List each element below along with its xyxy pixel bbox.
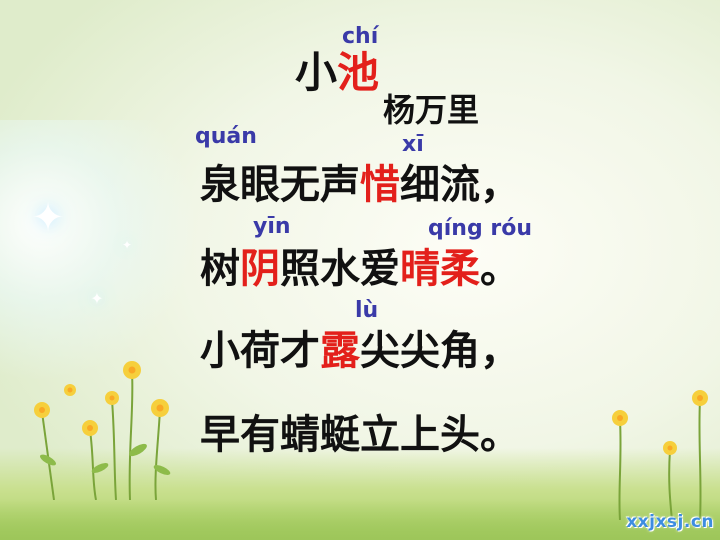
title-pinyin: chí: [342, 24, 379, 49]
highlight-char: 晴柔: [400, 246, 480, 292]
line-text: 。: [480, 246, 520, 292]
pinyin-annotation: lù: [355, 298, 379, 323]
line-text: 泉眼无声: [200, 162, 360, 208]
flower-cluster-icon: [34, 361, 171, 500]
sparkle-icon: ✦: [121, 238, 133, 252]
grass-field-front: [0, 500, 720, 540]
pinyin-annotation: qíng róu: [428, 216, 532, 241]
pinyin-annotation: yīn: [253, 214, 291, 239]
poem-author: 杨万里: [383, 91, 480, 129]
sparkle-icon: ✦: [90, 289, 104, 308]
poem-line: 小荷才露尖尖角，: [200, 326, 520, 376]
line-text: 早有蜻蜓立上头。: [200, 412, 520, 458]
poem-line: 泉眼无声惜细流，: [200, 160, 520, 210]
light-glow: [0, 120, 200, 380]
line-text: 小荷才: [200, 328, 320, 374]
line-text: 照水爱: [280, 246, 400, 292]
highlight-char: 露: [320, 328, 360, 374]
title-highlight-char: 池: [337, 48, 380, 97]
line-text: 尖尖角，: [360, 328, 520, 374]
sparkle-icon: ✦: [31, 195, 65, 241]
title-prefix: 小: [295, 48, 338, 97]
poem-title: 小池: [295, 48, 379, 98]
line-text: 树: [200, 246, 240, 292]
flower-cluster-icon: [612, 390, 708, 520]
pinyin-annotation: quán: [195, 124, 257, 149]
highlight-char: 阴: [240, 246, 280, 292]
line-text: 细流，: [400, 162, 520, 208]
highlight-char: 惜: [360, 162, 400, 208]
poem-line: 早有蜻蜓立上头。: [200, 410, 520, 460]
site-watermark: xxjxsj.cn: [626, 512, 714, 532]
pinyin-annotation: xī: [402, 132, 424, 157]
poem-line: 树阴照水爱晴柔。: [200, 244, 520, 294]
